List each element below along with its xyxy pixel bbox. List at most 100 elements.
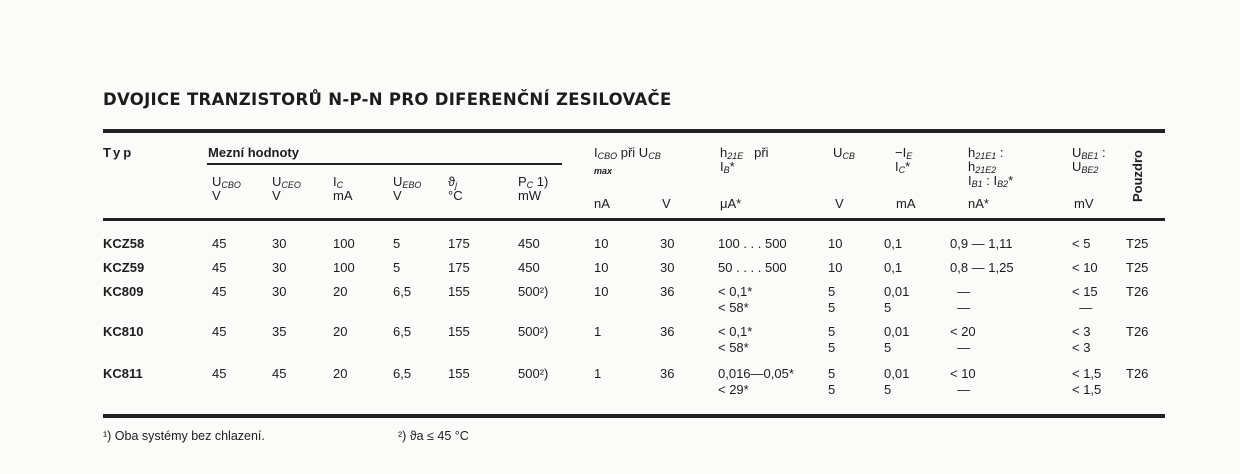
limits-group-rule [207,163,562,165]
row-cell: 10 [594,284,609,299]
header-ie-unit: mA [896,196,916,211]
table-bottom-rule [103,414,1165,418]
row-cell: 0,01 5 [884,284,910,315]
row-cell: < 10 — [950,366,976,397]
table-top-rule [103,129,1165,133]
row-cell: 450 [518,236,540,251]
row-cell: 6,5 [393,366,412,381]
row-cell: 5 5 [828,366,836,397]
row-cell: 0,8 — 1,25 [950,260,1014,275]
header-bottom-rule [103,218,1165,221]
row-type: KC811 [103,366,143,381]
row-cell: 1 [594,366,602,381]
header-col-0: UCBO V [212,174,241,203]
header-typ: Typ [103,145,135,160]
header-col-2: IC mA [333,174,353,203]
header-ratio-unit: nA* [968,196,989,211]
row-cell: 500²) [518,324,549,339]
header-col-4: ϑj °C [448,174,463,203]
row-cell: 20 [333,366,348,381]
header-limits: Mezní hodnoty [208,145,299,160]
row-cell: < 3 < 3 [1072,324,1091,355]
footnote-1: ¹) Oba systémy bez chlazení. [103,429,265,443]
row-cell: 500²) [518,284,549,299]
row-cell: < 0,1* < 58* [718,284,753,315]
row-cell: 175 [448,236,470,251]
header-icbo-max: max [594,166,613,176]
row-cell: 36 [660,366,675,381]
row-cell: T26 [1126,324,1149,339]
row-type: KC810 [103,324,144,339]
header-icbo: ICBO při UCB [594,145,661,161]
header-ube: UBE1 : UBE2 [1072,145,1106,175]
row-cell: 0,1 [884,260,903,275]
row-cell: < 0,1* < 58* [718,324,753,355]
row-cell: 45 [212,284,227,299]
header-h21e: h21E při IB* [720,145,769,175]
row-cell: 100 . . . 500 [718,236,787,251]
row-cell: 5 [393,260,401,275]
row-cell: < 10 [1072,260,1098,275]
row-cell: 50 . . . . 500 [718,260,787,275]
row-cell: 0,9 — 1,11 [950,236,1013,251]
row-cell: 0,01 5 [884,366,910,397]
row-cell: 30 [272,236,287,251]
row-type: KCZ59 [103,260,145,275]
row-cell: 30 [660,260,675,275]
row-cell: 0,01 5 [884,324,910,355]
row-cell: 36 [660,324,675,339]
header-h21e-unit: μA* [720,196,742,211]
row-cell: 20 [333,284,348,299]
row-cell: 1 [594,324,602,339]
row-cell: 35 [272,324,287,339]
row-cell: 0,1 [884,236,903,251]
row-cell: 45 [212,324,227,339]
row-cell: 155 [448,324,470,339]
row-cell: 30 [272,284,287,299]
row-cell: — — [957,284,971,315]
row-cell: 45 [212,260,227,275]
row-cell: 6,5 [393,284,412,299]
row-cell: 6,5 [393,324,412,339]
row-cell: < 20 — [950,324,976,355]
row-cell: 500²) [518,366,549,381]
header-package: Pouzdro [1130,150,1145,202]
row-cell: 5 [393,236,401,251]
row-cell: 30 [660,236,675,251]
row-cell: 45 [272,366,287,381]
row-type: KC809 [103,284,144,299]
header-icbo-unit: nA [594,196,610,211]
row-cell: 100 [333,260,355,275]
row-cell: 155 [448,284,470,299]
row-cell: 175 [448,260,470,275]
row-cell: 10 [828,236,843,251]
header-ube-unit: mV [1074,196,1094,211]
row-cell: T25 [1126,236,1149,251]
row-cell: T26 [1126,284,1149,299]
row-cell: 10 [594,260,609,275]
header-col-5: PC 1) mW [518,174,549,203]
row-cell: 10 [594,236,609,251]
header-ucb2: UCB [833,145,855,161]
header-ucb2-unit: V [835,196,844,211]
row-cell: T25 [1126,260,1149,275]
row-cell: 36 [660,284,675,299]
header-ratio: h21E1 : h21E2 IB1 : IB2* [968,145,1014,189]
row-type: KCZ58 [103,236,145,251]
row-cell: < 1,5 < 1,5 [1072,366,1102,397]
page-title: DVOJICE TRANZISTORŮ N-P-N PRO DIFERENČNÍ… [103,90,672,109]
row-cell: 5 5 [828,284,836,315]
footnote-2: ²) ϑa ≤ 45 °C [398,429,469,443]
row-cell: 10 [828,260,843,275]
header-col-3: UEBO V [393,174,422,203]
header-ie: −IE IC* [895,145,913,175]
header-col-1: UCEO V [272,174,301,203]
row-cell: < 15 — [1072,284,1098,315]
row-cell: 45 [212,236,227,251]
row-cell: 45 [212,366,227,381]
row-cell: 0,016—0,05* < 29* [718,366,794,397]
row-cell: T26 [1126,366,1149,381]
row-cell: 100 [333,236,355,251]
row-cell: 450 [518,260,540,275]
row-cell: 5 5 [828,324,836,355]
